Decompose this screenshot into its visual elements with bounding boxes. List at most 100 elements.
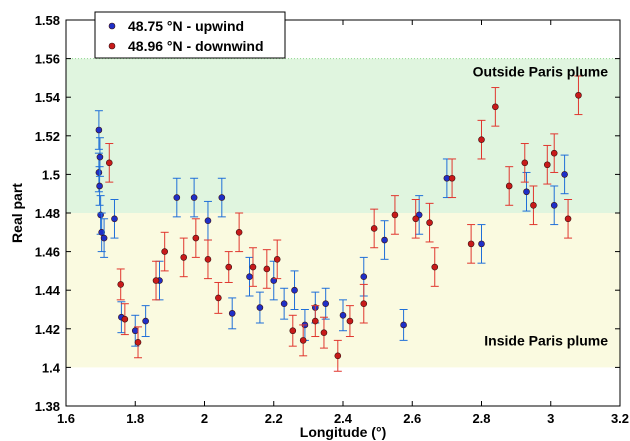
series-1 [105,75,583,372]
data-point [134,339,142,346]
data-point [426,219,433,226]
legend-marker-downwind [108,42,116,50]
data-point [334,352,342,360]
y-tick-label: 1.4 [42,360,61,375]
data-point [311,317,319,325]
x-tick-label: 3 [547,411,554,426]
data-point [575,91,582,99]
data-point [391,211,399,219]
data-point [291,286,298,294]
y-tick-label: 1.46 [35,245,60,260]
data-point [204,217,212,225]
legend-box [94,11,286,59]
data-point [431,263,439,271]
data-point [448,174,456,182]
data-point [180,254,188,261]
data-point [96,182,103,190]
x-tick-label: 2.4 [334,411,353,426]
y-tick-label: 1.56 [35,52,60,67]
data-point [117,281,125,288]
data-point [521,159,529,167]
legend: 48.75 °N - upwind 48.96 °N - downwind [94,11,286,59]
data-point [204,256,212,263]
data-point [96,153,104,161]
y-axis-label: Real part [9,183,25,243]
data-point [190,194,198,201]
data-point [360,300,368,308]
data-point [550,201,558,209]
data-point [173,194,181,201]
x-axis-label: Longitude (°) [300,424,386,440]
data-point [235,229,243,236]
data-point [249,263,257,271]
legend-label-downwind: 48.96 °N - downwind [128,38,264,54]
data-point [273,256,281,263]
data-point [492,103,499,111]
data-point [299,337,307,344]
data-point [339,311,347,319]
inside-plume-label: Inside Paris plume [484,332,608,348]
data-point [246,273,253,280]
data-point [381,236,388,244]
data-point [478,136,485,143]
y-tick-label: 1.44 [35,283,61,298]
y-tick-label: 1.54 [35,90,61,105]
data-point [192,234,200,242]
x-tick-label: 1.8 [126,411,144,426]
data-point [95,126,103,134]
data-point [505,182,513,190]
data-point [152,277,160,284]
data-point [218,194,226,201]
data-point [370,225,378,232]
band-1 [66,213,620,368]
x-tick-label: 2.2 [265,411,283,426]
data-point [412,215,420,223]
data-point [263,265,271,273]
data-point [530,201,537,209]
y-tick-label: 1.38 [35,399,60,414]
data-point [322,300,329,308]
data-point [98,229,105,236]
data-marks [94,75,583,372]
x-tick-label: 2.6 [403,411,421,426]
y-tick-label: 1.5 [42,167,60,182]
x-tick-label: 2 [201,411,208,426]
data-point [256,304,264,311]
data-point [111,215,118,223]
plume-bands [66,58,620,368]
data-point [561,171,568,178]
data-point [360,273,368,280]
data-point [131,327,139,335]
band-0 [66,58,620,213]
x-tick-label: 3.2 [611,411,629,426]
data-point [523,188,530,196]
data-point [564,215,572,223]
outside-plume-label: Outside Paris plume [473,64,609,80]
legend-label-upwind: 48.75 °N - upwind [128,18,244,34]
data-point [320,329,328,336]
data-point [289,327,297,335]
y-tick-label: 1.48 [35,206,60,221]
data-point [100,234,108,242]
data-point [478,240,485,248]
y-tick-label: 1.52 [35,129,60,144]
y-tick-label: 1.42 [35,322,60,337]
data-point [346,317,354,325]
data-point [161,248,168,255]
data-point [215,294,222,302]
data-point [543,161,551,169]
y-tick-label: 1.58 [35,13,60,28]
data-point [550,149,558,157]
data-point [121,315,129,323]
data-point [467,240,475,248]
data-point [105,159,113,167]
data-point [95,169,103,176]
data-point [225,263,233,271]
data-point [400,321,407,329]
legend-marker-upwind [108,22,116,30]
x-tick-label: 2.8 [472,411,490,426]
data-point [228,310,236,317]
x-tick-label: 1.6 [57,411,75,426]
axis-ticks: 1.6 1.8 2 2.2 2.4 2.6 2.8 3 3.2 1.38 1.4 1.42 1.44 1.… [35,13,629,426]
